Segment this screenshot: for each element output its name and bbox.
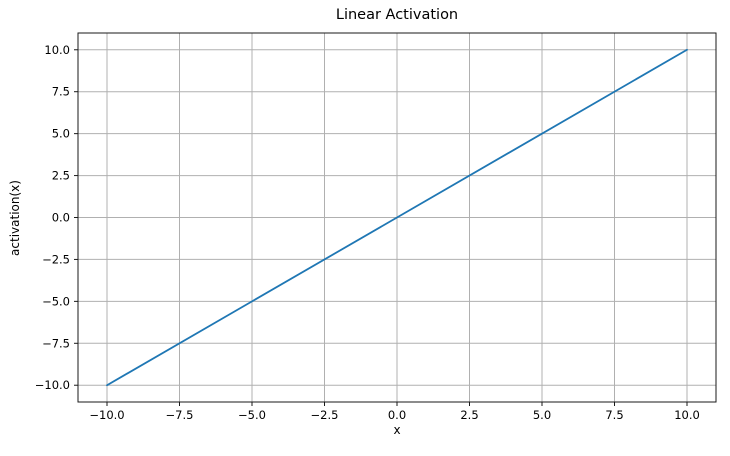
x-tick-label: 7.5 bbox=[605, 408, 623, 422]
y-tick-label: 0.0 bbox=[52, 211, 70, 225]
x-axis-label: x bbox=[393, 423, 401, 437]
y-tick-label: −7.5 bbox=[42, 336, 70, 350]
y-tick-label: 7.5 bbox=[52, 85, 70, 99]
y-tick-label: 2.5 bbox=[52, 169, 70, 183]
y-tick-label: −10.0 bbox=[35, 378, 70, 392]
x-tick-label: −5.0 bbox=[238, 408, 266, 422]
x-tick-label: −2.5 bbox=[311, 408, 339, 422]
y-axis-label: activation(x) bbox=[8, 180, 22, 256]
x-tick-label: 0.0 bbox=[388, 408, 406, 422]
x-tick-label: −7.5 bbox=[166, 408, 194, 422]
y-tick-label: −2.5 bbox=[42, 252, 70, 266]
y-tick-label: 10.0 bbox=[44, 43, 70, 57]
x-tick-label: 10.0 bbox=[674, 408, 700, 422]
x-tick-label: 5.0 bbox=[533, 408, 551, 422]
chart-title: Linear Activation bbox=[335, 7, 459, 23]
x-tick-label: 2.5 bbox=[460, 408, 478, 422]
y-tick-label: 5.0 bbox=[52, 127, 70, 141]
data-line bbox=[106, 48, 688, 387]
x-tick-label: −10.0 bbox=[89, 408, 124, 422]
y-tick-label: −5.0 bbox=[42, 294, 70, 308]
